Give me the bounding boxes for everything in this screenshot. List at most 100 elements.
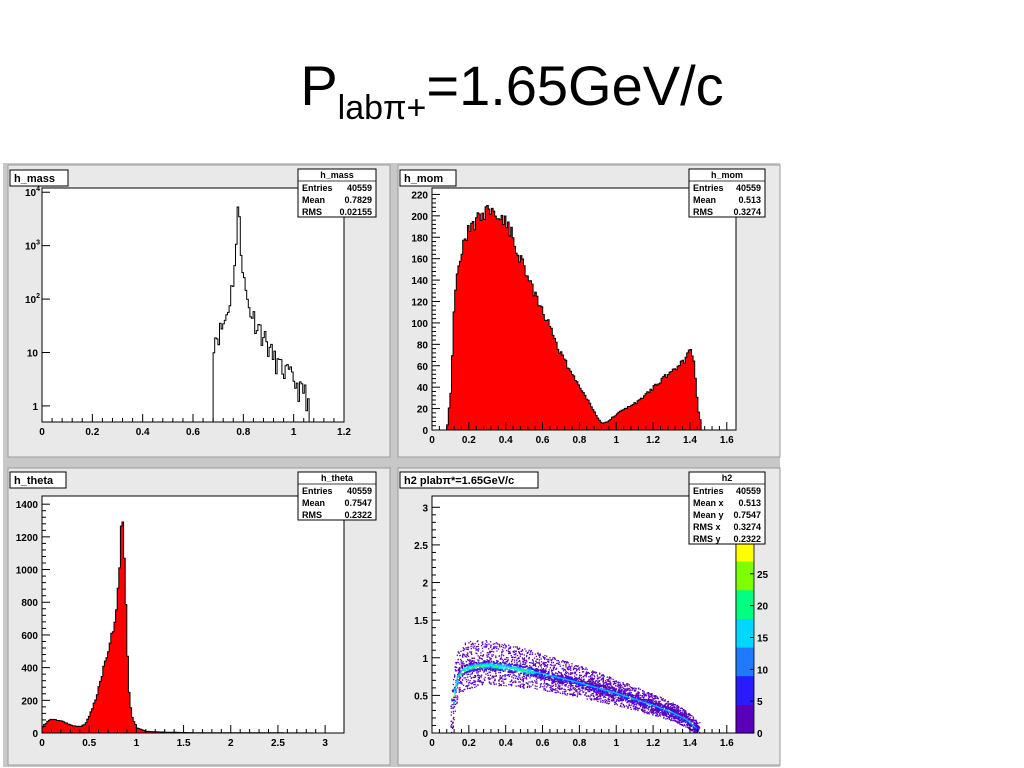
heatmap-point bbox=[495, 642, 498, 644]
heatmap-point bbox=[454, 710, 456, 712]
heatmap-point bbox=[623, 697, 625, 699]
y-tick-label: 40 bbox=[417, 383, 429, 394]
y-tick-exponent: 4 bbox=[36, 186, 40, 193]
heatmap-point bbox=[610, 695, 612, 698]
heatmap-point bbox=[628, 688, 631, 690]
heatmap-point bbox=[569, 693, 571, 695]
heatmap-point bbox=[566, 675, 568, 677]
heatmap-point bbox=[481, 668, 483, 670]
heatmap-point bbox=[558, 661, 560, 663]
heatmap-point bbox=[545, 665, 547, 667]
heatmap-point bbox=[645, 698, 647, 701]
heatmap-point bbox=[550, 688, 552, 691]
x-tick-label: 0.8 bbox=[236, 427, 250, 438]
heatmap-point bbox=[455, 697, 457, 699]
heatmap-point bbox=[567, 686, 569, 688]
heatmap-point bbox=[549, 677, 551, 680]
heatmap-point bbox=[670, 703, 672, 705]
heatmap-point bbox=[522, 650, 524, 652]
x-tick-label: 2 bbox=[228, 738, 234, 749]
heatmap-point bbox=[631, 687, 633, 689]
heatmap-point bbox=[664, 714, 667, 716]
heatmap-point bbox=[557, 671, 560, 673]
heatmap-point bbox=[477, 677, 479, 679]
heatmap-point bbox=[576, 669, 578, 671]
heatmap-point bbox=[553, 674, 555, 677]
heatmap-point bbox=[474, 643, 476, 645]
heatmap-point bbox=[531, 653, 534, 656]
heatmap-point bbox=[609, 687, 611, 689]
heatmap-point bbox=[509, 665, 511, 667]
palette-tick-label: 0 bbox=[757, 729, 763, 740]
heatmap-point bbox=[549, 667, 551, 669]
heatmap-point bbox=[529, 673, 531, 675]
heatmap-point bbox=[546, 666, 548, 668]
heatmap-point bbox=[681, 721, 683, 723]
heatmap-point bbox=[684, 712, 686, 714]
heatmap-point bbox=[589, 683, 591, 686]
heatmap-point bbox=[622, 695, 624, 697]
heatmap-point bbox=[462, 654, 464, 656]
heatmap-point bbox=[502, 650, 504, 652]
heatmap-point bbox=[548, 676, 551, 678]
heatmap-point bbox=[454, 666, 456, 668]
heatmap-point bbox=[593, 699, 595, 701]
heatmap-point bbox=[670, 704, 673, 707]
heatmap-point bbox=[636, 702, 638, 704]
heatmap-point bbox=[576, 695, 578, 698]
x-tick-label: 1.5 bbox=[177, 738, 191, 749]
heatmap-point bbox=[589, 697, 591, 699]
heatmap-point bbox=[670, 719, 672, 721]
heatmap-point bbox=[619, 705, 621, 707]
heatmap-point bbox=[667, 708, 669, 710]
heatmap-point bbox=[501, 680, 503, 682]
heatmap-point bbox=[634, 709, 636, 711]
heatmap-point bbox=[630, 695, 633, 697]
pad-h-mom[interactable]: 0 0.2 0.4 0.6 0.8 1 1.2 1.4 1.602040608010012014… bbox=[397, 164, 781, 458]
heatmap-point bbox=[591, 680, 593, 682]
heatmap-point bbox=[493, 676, 495, 679]
heatmap-point bbox=[612, 687, 615, 690]
heatmap-point bbox=[518, 650, 520, 653]
heatmap-point bbox=[649, 711, 651, 713]
heatmap-point bbox=[564, 688, 566, 691]
histogram-name-text: h_mass bbox=[14, 173, 55, 185]
heatmap-point bbox=[536, 669, 539, 672]
heatmap-point bbox=[509, 673, 511, 676]
heatmap-point bbox=[575, 682, 577, 685]
heatmap-point bbox=[567, 662, 569, 664]
heatmap-point bbox=[618, 688, 620, 690]
heatmap-point bbox=[665, 706, 668, 709]
heatmap-point bbox=[469, 680, 471, 682]
heatmap-point bbox=[689, 716, 692, 719]
heatmap-point bbox=[450, 720, 452, 722]
heatmap-point bbox=[562, 660, 564, 662]
heatmap-point bbox=[666, 717, 668, 720]
heatmap-point bbox=[571, 689, 573, 691]
heatmap-point bbox=[690, 714, 692, 716]
heatmap-point bbox=[659, 702, 661, 705]
heatmap-point bbox=[453, 702, 455, 704]
heatmap-point bbox=[559, 684, 561, 686]
heatmap-point bbox=[451, 731, 453, 734]
heatmap-point bbox=[465, 677, 467, 679]
heatmap-point bbox=[581, 689, 583, 692]
heatmap-point bbox=[602, 677, 604, 679]
heatmap-point bbox=[683, 709, 685, 711]
pad-h-theta[interactable]: 0 0.5 1 1.5 2 2.5 30200400600800100012001400h_… bbox=[7, 467, 391, 766]
heatmap-point bbox=[467, 679, 469, 681]
heatmap-point bbox=[530, 650, 533, 652]
heatmap-point bbox=[481, 667, 483, 669]
y-tick-label: 80 bbox=[417, 340, 429, 351]
heatmap-point bbox=[540, 661, 543, 663]
heatmap-point bbox=[587, 680, 590, 683]
heatmap-point bbox=[547, 679, 549, 681]
heatmap-point bbox=[507, 660, 509, 662]
heatmap-point bbox=[491, 677, 493, 679]
heatmap-point bbox=[528, 666, 530, 669]
heatmap-point bbox=[476, 653, 478, 655]
heatmap-point bbox=[468, 642, 470, 644]
heatmap-point bbox=[489, 650, 491, 652]
